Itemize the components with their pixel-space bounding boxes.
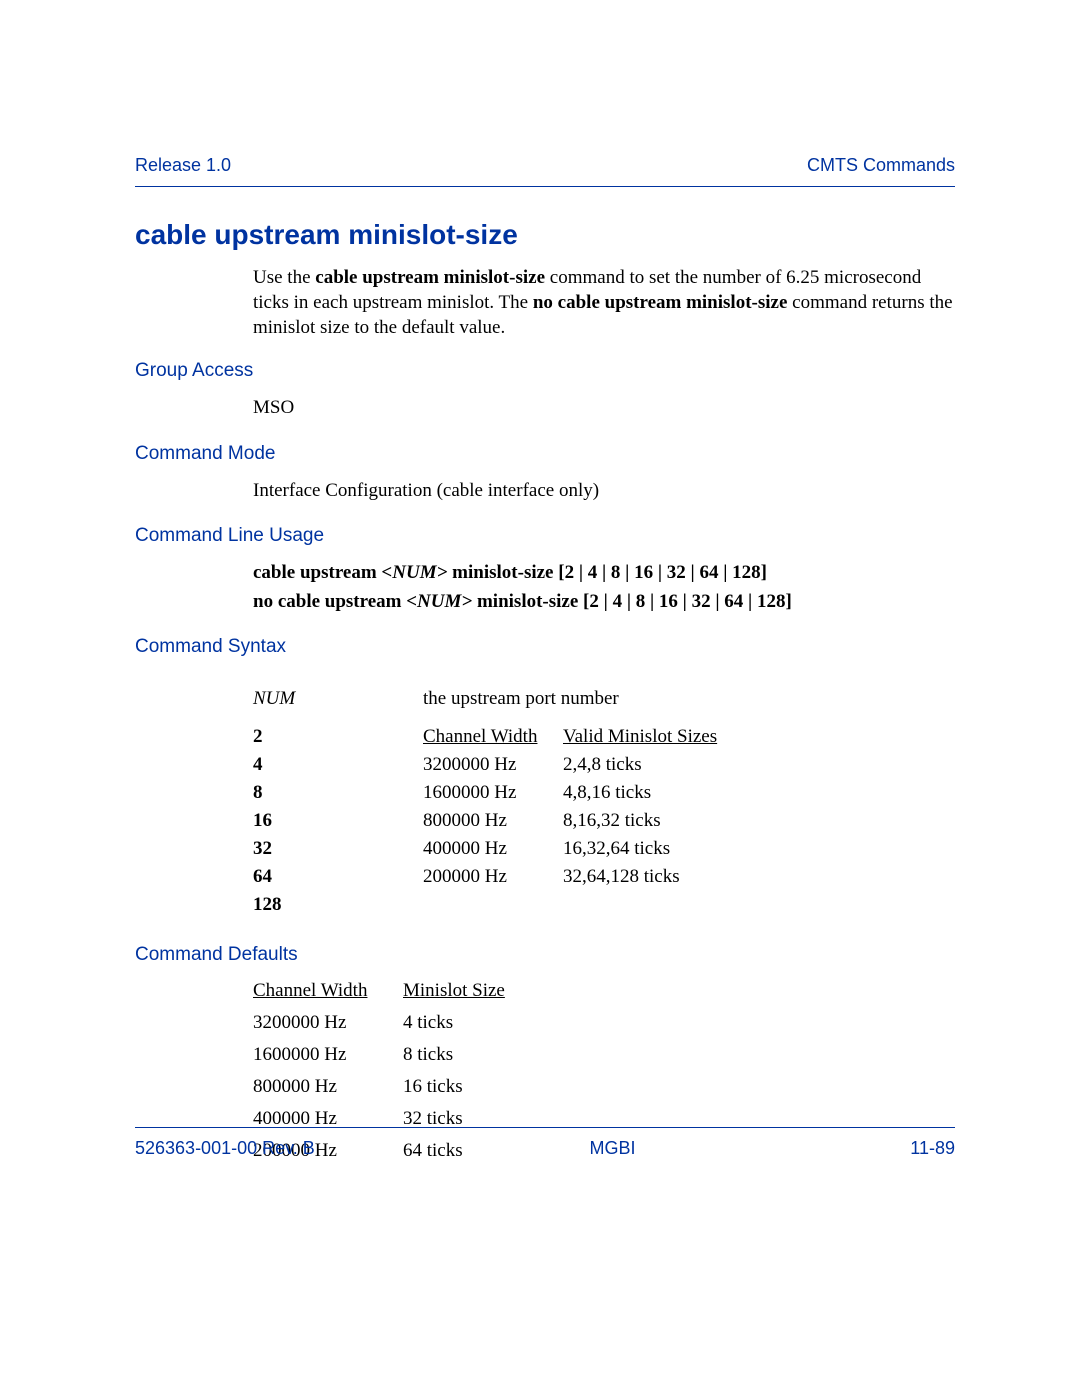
usage-block: cable upstream <NUM> minislot-size [2 | …: [253, 559, 955, 616]
syntax-val: 128: [253, 894, 423, 916]
syntax-val: 32: [253, 838, 423, 860]
usage-num: <NUM>: [406, 591, 472, 612]
def-cw: 1600000 Hz: [253, 1044, 403, 1066]
syntax-val: 16: [253, 810, 423, 832]
syntax-val: 2: [253, 726, 423, 748]
syntax-table: NUM the upstream port number 2 Channel W…: [253, 688, 955, 916]
syntax-val: 8: [253, 782, 423, 804]
def-ms: 4 ticks: [403, 1012, 955, 1034]
syntax-ms: 16,32,64 ticks: [563, 838, 955, 860]
syntax-row: 32 400000 Hz 16,32,64 ticks: [253, 838, 955, 860]
syntax-cw: 400000 Hz: [423, 838, 563, 860]
page-header: Release 1.0 CMTS Commands: [135, 155, 955, 187]
usage-text: cable upstream: [253, 562, 381, 583]
syntax-param: NUM: [253, 688, 423, 710]
syntax-row: 4 3200000 Hz 2,4,8 ticks: [253, 754, 955, 776]
defaults-row: Channel Width Minislot Size: [253, 980, 955, 1002]
usage-text: no cable upstream: [253, 591, 406, 612]
syntax-cw: 3200000 Hz: [423, 754, 563, 776]
usage-text: minislot-size [2 | 4 | 8 | 16 | 32 | 64 …: [472, 591, 792, 612]
syntax-row: 8 1600000 Hz 4,8,16 ticks: [253, 782, 955, 804]
syntax-row: 2 Channel Width Valid Minislot Sizes: [253, 726, 955, 748]
syntax-ms: 8,16,32 ticks: [563, 810, 955, 832]
def-cw: 3200000 Hz: [253, 1012, 403, 1034]
syntax-ms: 32,64,128 ticks: [563, 866, 955, 888]
col-header: Valid Minislot Sizes: [563, 726, 717, 747]
col-header: Minislot Size: [403, 980, 505, 1001]
def-ms: 16 ticks: [403, 1076, 955, 1098]
usage-line1: cable upstream <NUM> minislot-size [2 | …: [253, 559, 955, 588]
intro-text: Use the: [253, 267, 315, 288]
page-title: cable upstream minislot-size: [135, 219, 955, 251]
syntax-ms: 2,4,8 ticks: [563, 754, 955, 776]
syntax-row: 128: [253, 894, 955, 916]
syntax-val: 64: [253, 866, 423, 888]
usage-num: <NUM>: [381, 562, 447, 583]
usage-text: minislot-size [2 | 4 | 8 | 16 | 32 | 64 …: [447, 562, 767, 583]
intro-paragraph: Use the cable upstream minislot-size com…: [253, 265, 955, 340]
defaults-row: 3200000 Hz 4 ticks: [253, 1012, 955, 1034]
intro-cmd2: no cable upstream minislot-size: [533, 292, 788, 313]
heading-command-line-usage: Command Line Usage: [135, 525, 955, 547]
heading-command-syntax: Command Syntax: [135, 636, 955, 658]
intro-cmd1: cable upstream minislot-size: [315, 267, 545, 288]
syntax-cw: 800000 Hz: [423, 810, 563, 832]
col-header: Channel Width: [253, 980, 367, 1001]
def-ms: 8 ticks: [403, 1044, 955, 1066]
heading-group-access: Group Access: [135, 360, 955, 382]
syntax-desc: the upstream port number: [423, 688, 619, 710]
command-mode-value: Interface Configuration (cable interface…: [253, 477, 955, 506]
syntax-ms: 4,8,16 ticks: [563, 782, 955, 804]
syntax-cw: [423, 894, 563, 916]
defaults-row: 800000 Hz 16 ticks: [253, 1076, 955, 1098]
def-cw: 800000 Hz: [253, 1076, 403, 1098]
page-footer: 526363-001-00 Rev. B MGBI 11-89: [135, 1127, 955, 1159]
footer-right: 11-89: [910, 1138, 955, 1159]
syntax-row: 16 800000 Hz 8,16,32 ticks: [253, 810, 955, 832]
col-header: Channel Width: [423, 726, 537, 747]
syntax-val: 4: [253, 754, 423, 776]
heading-command-defaults: Command Defaults: [135, 944, 955, 966]
footer-left: 526363-001-00 Rev. B: [135, 1138, 315, 1159]
usage-line2: no cable upstream <NUM> minislot-size [2…: [253, 588, 955, 617]
heading-command-mode: Command Mode: [135, 443, 955, 465]
syntax-row: NUM the upstream port number: [253, 688, 955, 710]
defaults-row: 1600000 Hz 8 ticks: [253, 1044, 955, 1066]
syntax-row: 64 200000 Hz 32,64,128 ticks: [253, 866, 955, 888]
header-left: Release 1.0: [135, 155, 231, 176]
syntax-cw: 200000 Hz: [423, 866, 563, 888]
syntax-ms: [563, 894, 955, 916]
group-access-value: MSO: [253, 394, 955, 423]
syntax-cw: 1600000 Hz: [423, 782, 563, 804]
header-right: CMTS Commands: [807, 155, 955, 176]
footer-center: MGBI: [590, 1138, 636, 1159]
page-content: Release 1.0 CMTS Commands cable upstream…: [135, 155, 955, 1172]
